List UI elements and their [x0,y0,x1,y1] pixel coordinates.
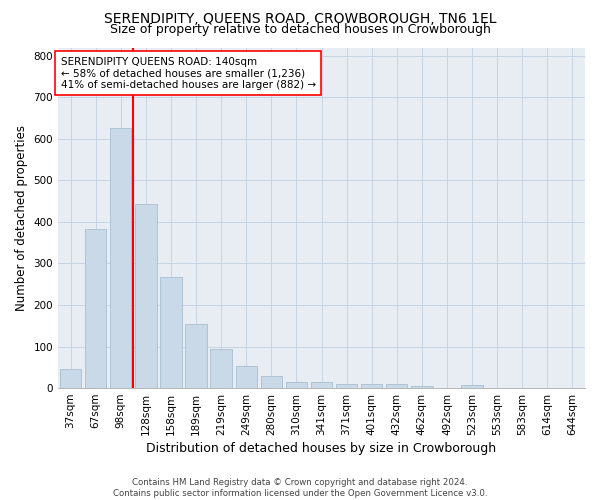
Bar [160,277,182,388]
Bar [411,386,433,388]
Text: Size of property relative to detached houses in Crowborough: Size of property relative to detached ho… [110,23,490,36]
Bar [386,384,407,388]
Bar [236,366,257,388]
Text: SERENDIPITY, QUEENS ROAD, CROWBOROUGH, TN6 1EL: SERENDIPITY, QUEENS ROAD, CROWBOROUGH, T… [104,12,496,26]
Bar [110,128,131,388]
Bar [60,369,81,388]
X-axis label: Distribution of detached houses by size in Crowborough: Distribution of detached houses by size … [146,442,497,455]
Bar [135,204,157,388]
Text: SERENDIPITY QUEENS ROAD: 140sqm
← 58% of detached houses are smaller (1,236)
41%: SERENDIPITY QUEENS ROAD: 140sqm ← 58% of… [61,56,316,90]
Bar [461,384,483,388]
Bar [85,229,106,388]
Bar [211,348,232,388]
Bar [260,376,282,388]
Bar [336,384,357,388]
Bar [361,384,382,388]
Bar [185,324,207,388]
Bar [311,382,332,388]
Text: Contains HM Land Registry data © Crown copyright and database right 2024.
Contai: Contains HM Land Registry data © Crown c… [113,478,487,498]
Y-axis label: Number of detached properties: Number of detached properties [15,125,28,311]
Bar [286,382,307,388]
